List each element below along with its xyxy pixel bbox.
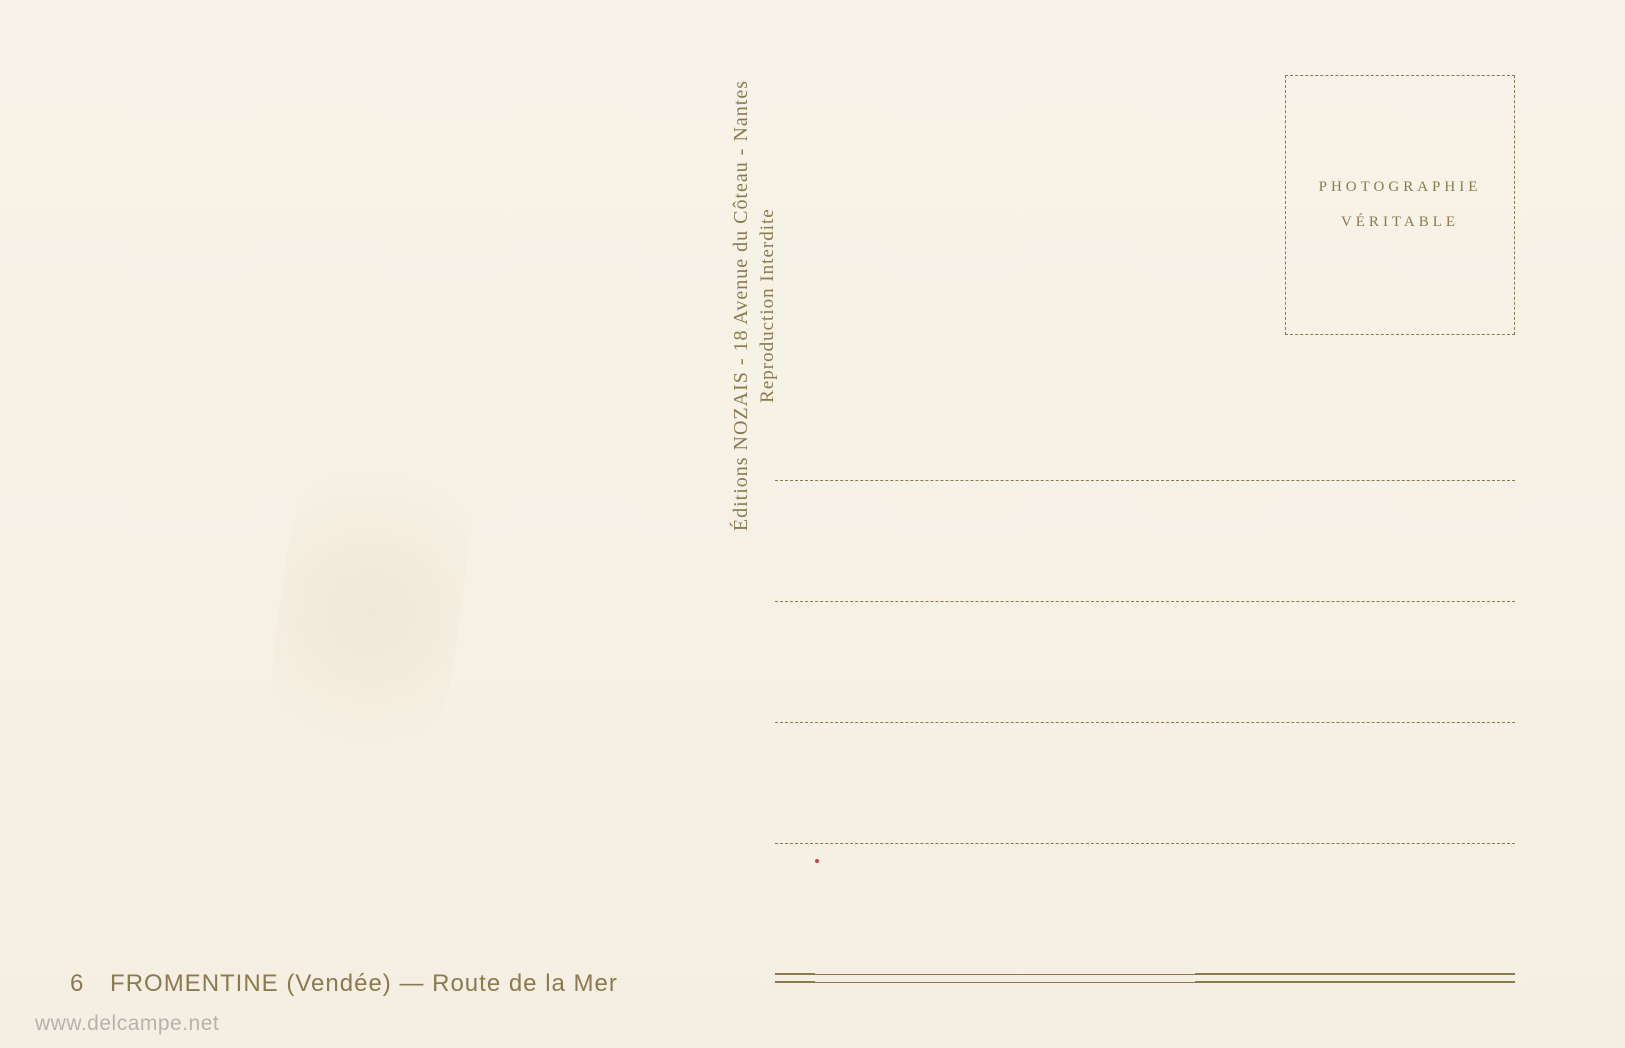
caption-place: FROMENTINE bbox=[110, 970, 279, 997]
stamp-text-line1: PHOTOGRAPHIE bbox=[1319, 179, 1482, 196]
bottom-rule bbox=[775, 973, 1515, 983]
stamp-placeholder-box: PHOTOGRAPHIE VÉRITABLE bbox=[1285, 75, 1515, 335]
paper-stain bbox=[254, 409, 485, 810]
postcard-back: PHOTOGRAPHIE VÉRITABLE Éditions NOZAIS -… bbox=[0, 0, 1625, 1048]
address-area bbox=[775, 480, 1515, 844]
rule-line bbox=[775, 973, 1515, 975]
address-line bbox=[775, 601, 1515, 602]
rule-line bbox=[775, 981, 1515, 983]
postcard-caption: 6 FROMENTINE (Vendée) — Route de la Mer bbox=[70, 970, 618, 998]
publisher-divider: Éditions NOZAIS - 18 Avenue du Côteau - … bbox=[730, 80, 779, 531]
red-speck bbox=[815, 859, 819, 863]
watermark-text: www.delcampe.net bbox=[35, 1012, 219, 1036]
stamp-text-line2: VÉRITABLE bbox=[1341, 214, 1459, 231]
caption-region: (Vendée) bbox=[286, 970, 391, 997]
caption-number: 6 bbox=[70, 970, 84, 997]
reproduction-notice: Reproduction Interdite bbox=[757, 208, 779, 403]
address-line bbox=[775, 722, 1515, 723]
address-line bbox=[775, 843, 1515, 844]
address-line bbox=[775, 480, 1515, 481]
publisher-line: Éditions NOZAIS - 18 Avenue du Côteau - … bbox=[730, 80, 753, 531]
caption-separator: — bbox=[399, 970, 424, 997]
caption-title: Route de la Mer bbox=[432, 970, 618, 997]
